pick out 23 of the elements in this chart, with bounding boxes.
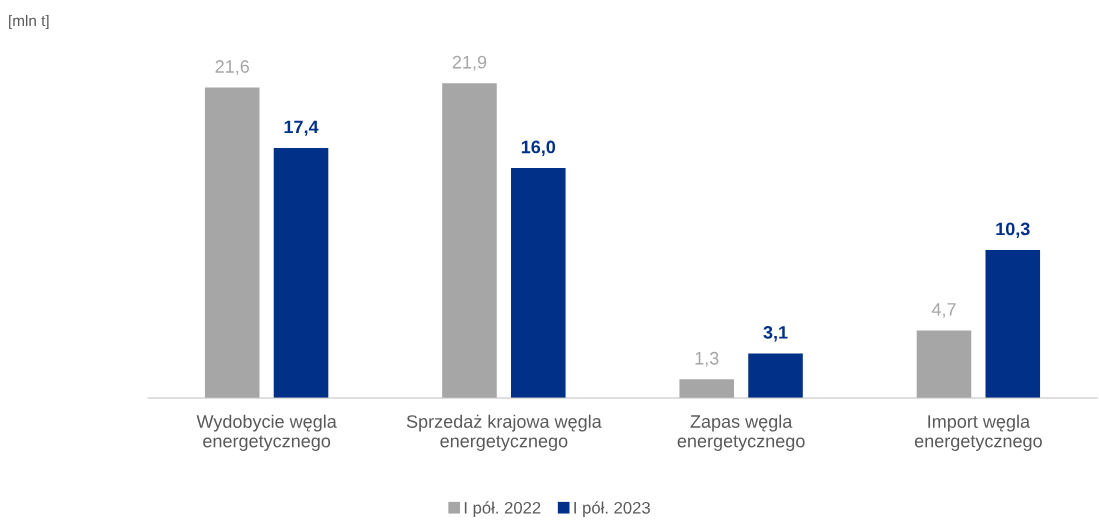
x-tick-label: Zapas węgla energetycznego bbox=[677, 414, 805, 451]
bar bbox=[204, 87, 260, 398]
legend-label: I pół. 2022 bbox=[464, 501, 541, 517]
x-tick-label: Sprzedaż krajowa węgla energetycznego bbox=[406, 414, 602, 451]
data-label: 10,3 bbox=[996, 222, 1030, 238]
text: [mln t] bbox=[9, 14, 49, 30]
bar bbox=[273, 147, 329, 398]
data-label: 16,0 bbox=[521, 140, 556, 156]
data-label: 21,6 bbox=[215, 60, 249, 76]
data-label: 21,9 bbox=[452, 55, 487, 71]
bar bbox=[748, 353, 803, 398]
bar bbox=[916, 330, 972, 398]
data-label: 1,3 bbox=[695, 351, 719, 367]
x-tick-label: Import węgla energetycznego bbox=[914, 414, 1042, 451]
bar bbox=[442, 83, 497, 398]
bar bbox=[510, 168, 566, 398]
data-label: 17,4 bbox=[284, 120, 319, 136]
data-label: 3,1 bbox=[763, 325, 788, 342]
data-label: 4,7 bbox=[931, 303, 956, 318]
bar bbox=[985, 249, 1041, 398]
x-tick-label: Wydobycie węgla energetycznego bbox=[196, 414, 337, 451]
legend-label: I pół. 2023 bbox=[574, 501, 650, 517]
bar bbox=[679, 379, 735, 398]
